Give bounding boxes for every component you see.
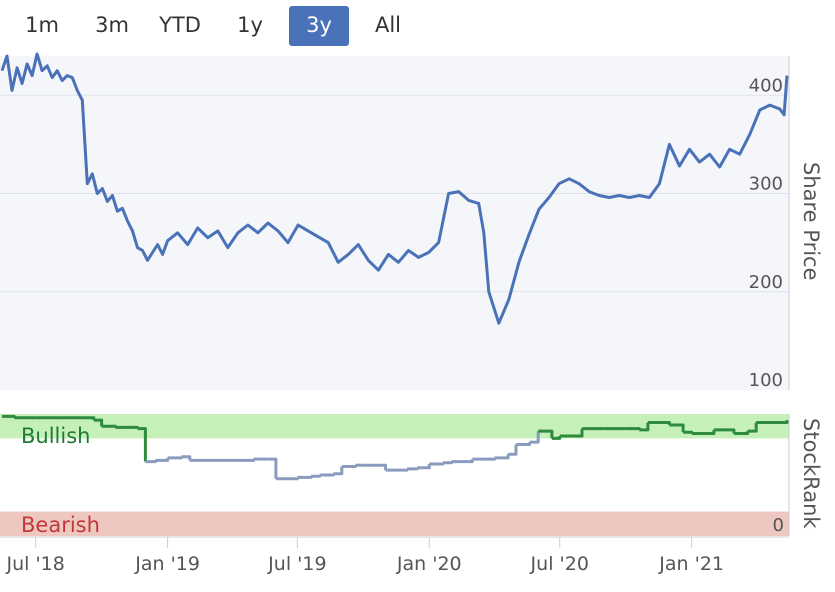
stockrank-segment (756, 420, 789, 424)
stockrank-segment (341, 465, 357, 468)
y-tick-label: 100 (749, 370, 783, 391)
stockrank-segment (2, 414, 16, 418)
stockrank-segment (573, 428, 584, 438)
stockrank-segment (639, 422, 650, 432)
stockrank-zero-tick: 0 (773, 515, 784, 536)
stockrank-segment (747, 422, 758, 433)
stockrank-segment (145, 460, 157, 464)
x-tick-label: Jul '18 (6, 553, 65, 575)
range-button-1y[interactable]: 1y (237, 13, 263, 37)
stockrank-segment (669, 423, 685, 433)
y-tick-label: 300 (749, 174, 783, 195)
range-button-1m[interactable]: 1m (25, 13, 59, 37)
price-gridlines (0, 94, 789, 293)
x-tick-label: Jul '20 (530, 553, 589, 575)
stockrank-segment (363, 463, 387, 471)
x-axis-ticks: Jul '18 Jan '19 Jul '19 Jan '20 Jul '20 Jan '… (6, 537, 724, 575)
x-tick-label: Jan '21 (658, 553, 724, 575)
stockrank-segment (311, 474, 322, 478)
bearish-zone-label: Bearish (21, 513, 100, 537)
bullish-zone-label: Bullish (21, 424, 90, 448)
range-button-3m[interactable]: 3m (95, 13, 129, 37)
stockrank-segment (683, 430, 694, 434)
stockrank-axis-title: StockRank (799, 418, 823, 529)
stockrank-segment (232, 458, 256, 462)
stockrank-segment (429, 462, 445, 466)
range-button-ytd[interactable]: YTD (159, 13, 201, 37)
stockrank-segment (529, 431, 540, 444)
stockrank-segment (538, 429, 554, 439)
stockrank-segment (508, 444, 518, 456)
stockrank-segment (137, 427, 147, 462)
stockrank-segment (472, 457, 496, 461)
stockrank-segment (407, 467, 419, 471)
stockrank-segment (333, 466, 344, 476)
stockrank-segment (385, 468, 409, 472)
x-tick-label: Jan '19 (134, 553, 200, 575)
stockrank-segment (101, 424, 117, 428)
range-button-3y[interactable]: 3y (289, 6, 349, 46)
price-plot-background (0, 56, 789, 390)
stockrank-segment (319, 473, 335, 477)
price-series-line (0, 52, 789, 325)
stockrank-segment (267, 457, 278, 479)
stockrank-segment (167, 456, 183, 460)
stockrank-segment (297, 475, 313, 479)
x-tick-label: Jan '20 (396, 553, 462, 575)
y-tick-label: 200 (749, 272, 783, 293)
stockrank-segment (625, 427, 641, 431)
stockrank-segment (275, 477, 299, 481)
stockrank-segment (123, 425, 139, 429)
price-panel: 100 200 300 400 Share Price (0, 52, 823, 391)
bearish-zone (0, 511, 789, 536)
stockrank-panel: Bullish Bearish 0 StockRank (0, 414, 823, 537)
price-y-ticks: 100 200 300 400 (749, 75, 783, 391)
y-tick-label: 400 (749, 75, 783, 96)
range-selector: 1m 3m YTD 1y 3y All (0, 0, 835, 52)
stockrank-segment (93, 418, 104, 427)
price-axis-title: Share Price (799, 162, 823, 281)
stockrank-segment (442, 461, 453, 465)
range-button-all[interactable]: All (374, 13, 402, 37)
x-tick-label: Jul '19 (267, 553, 326, 575)
stockrank-series (2, 414, 789, 481)
